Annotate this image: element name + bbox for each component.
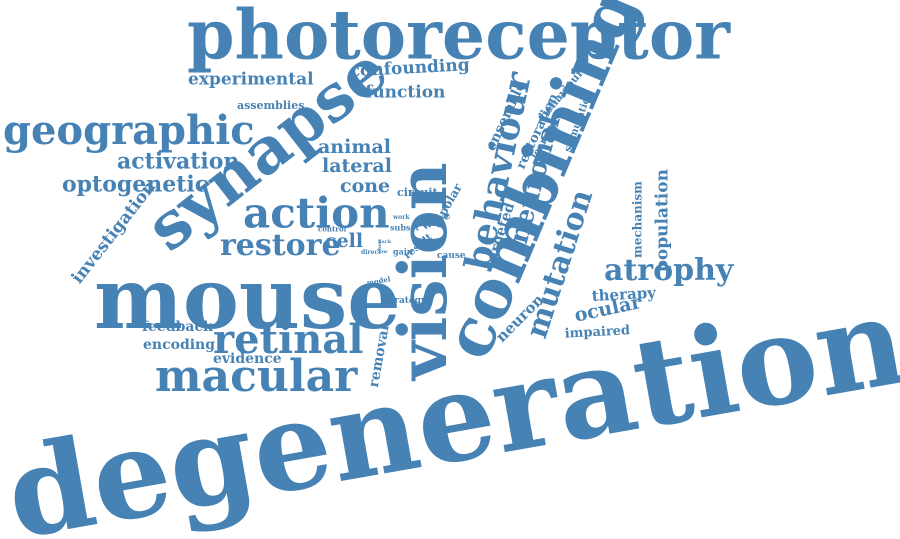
word-mechanism: mechanism — [631, 181, 643, 258]
word-cell: cell — [325, 232, 363, 251]
word-cause: cause — [437, 252, 466, 261]
word-subset: subset — [390, 224, 419, 232]
word-strategy: strategy — [385, 297, 426, 306]
word-low: low — [378, 250, 388, 255]
word-feedback: feedback — [142, 320, 213, 334]
word-control: control — [318, 225, 346, 232]
word-impaired: impaired — [564, 324, 630, 340]
word-activation: activation — [117, 150, 239, 172]
word-experimental: experimental — [188, 71, 314, 88]
word-cone: cone — [340, 177, 390, 196]
word-population: population — [654, 169, 671, 272]
word-restore: restore — [220, 231, 341, 261]
word-gain: gain — [393, 248, 413, 256]
word-circuit: circuit — [397, 187, 438, 198]
word-function: function — [365, 84, 445, 101]
word-work: work — [393, 215, 410, 221]
word-therapy: therapy — [591, 286, 656, 304]
word-assemblies: assemblies — [237, 100, 304, 111]
word-lateral: lateral — [322, 157, 392, 176]
word-encoding: encoding — [143, 338, 215, 352]
word-geographic: geographic — [3, 111, 255, 151]
word-evidence: evidence — [213, 352, 282, 366]
word-confounding: confounding — [349, 57, 470, 80]
